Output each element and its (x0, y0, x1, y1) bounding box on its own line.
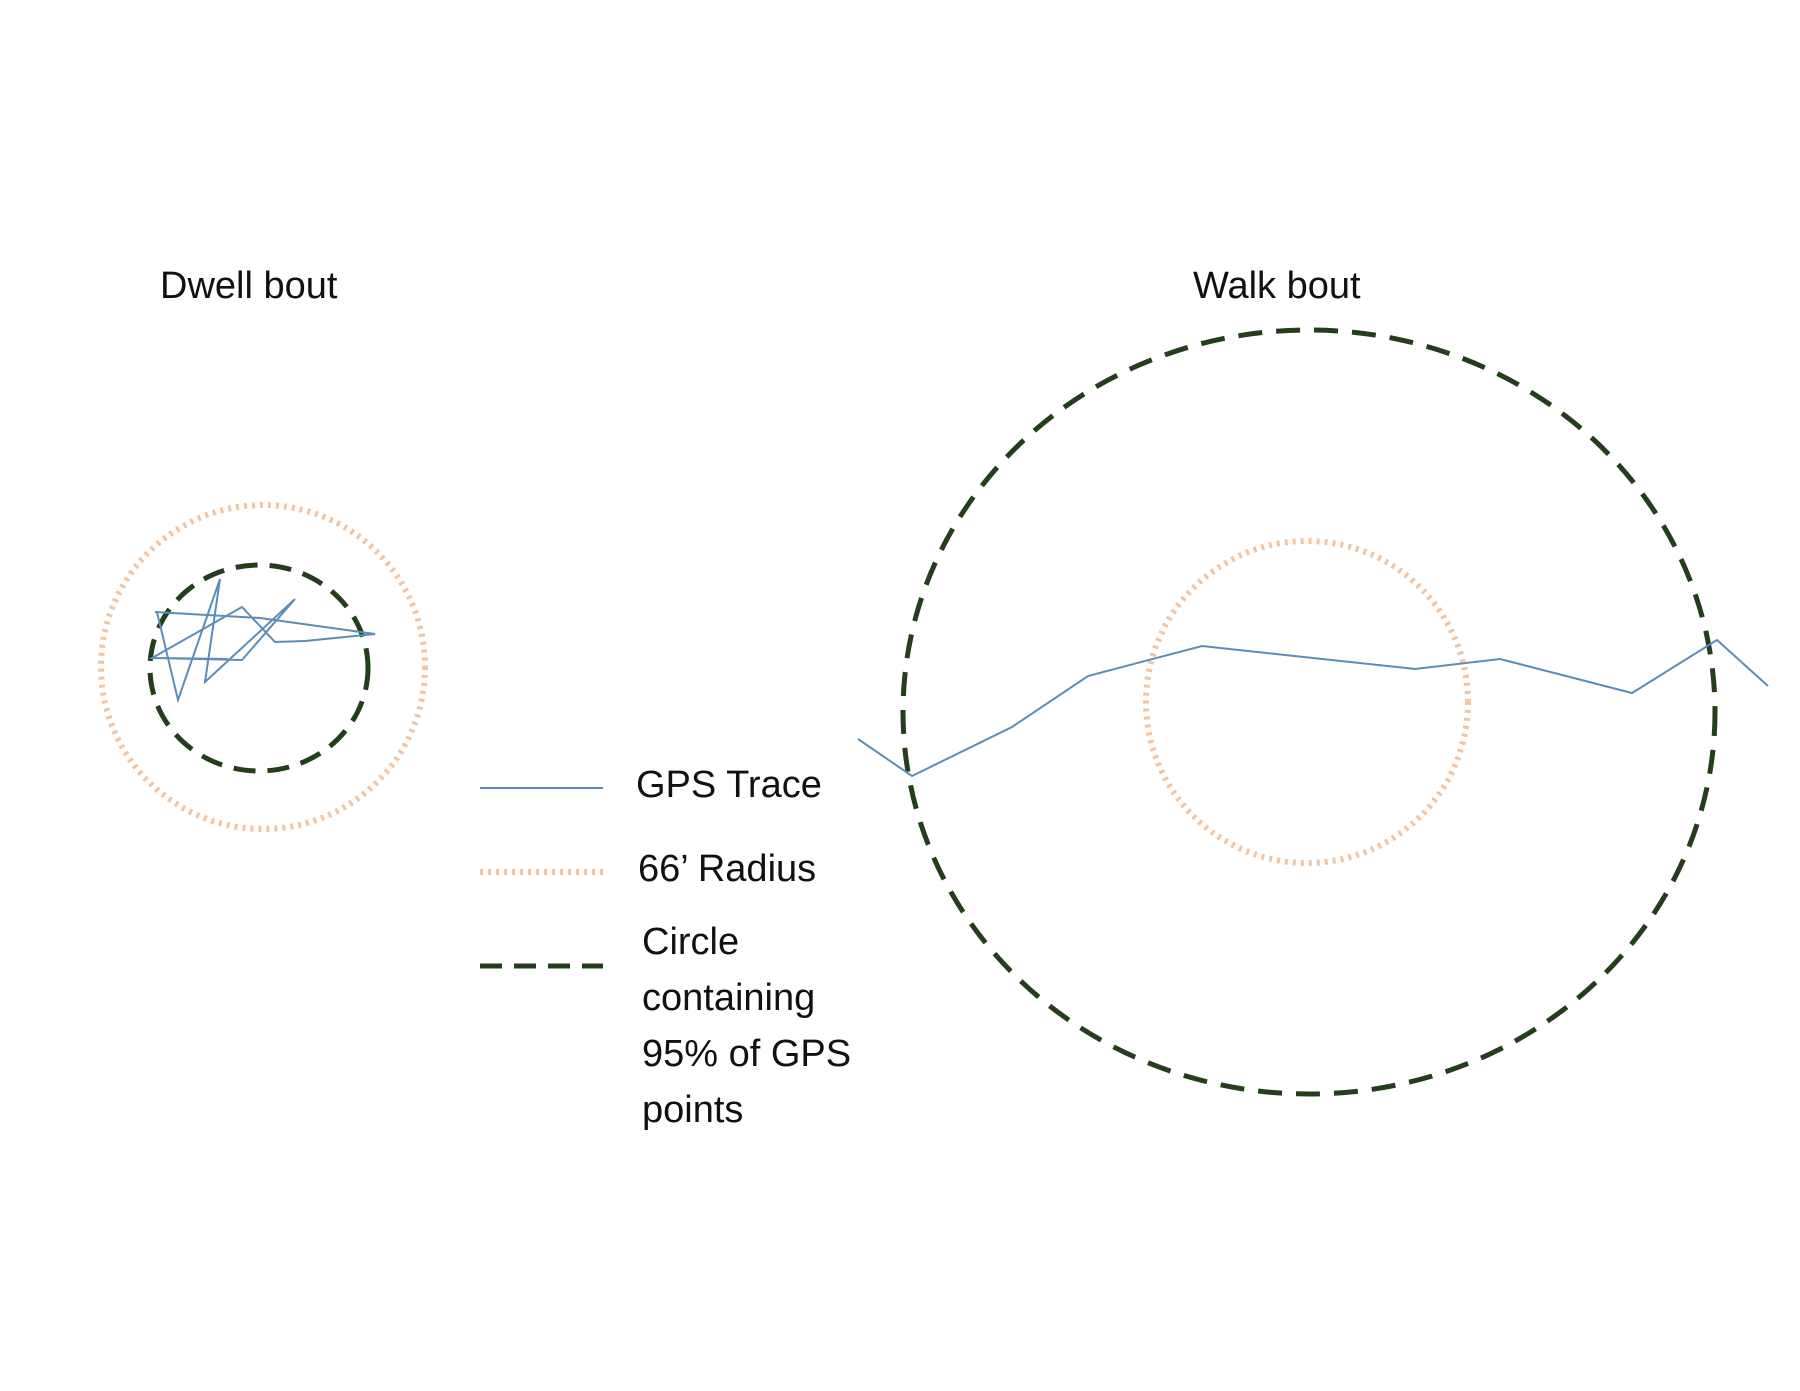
legend-radius-label: 66’ Radius (638, 848, 817, 890)
dwell-gps-trace (148, 578, 376, 704)
walk-gps-trace (857, 638, 1769, 778)
legend-95pct-circle-label: Circle containing 95% of GPS points (642, 921, 852, 1131)
walk-bout-title: Walk bout (1193, 265, 1361, 307)
walk-66ft-radius-circle (1143, 538, 1471, 866)
walk-bout-group (857, 327, 1769, 1097)
dwell-bout-group (98, 502, 428, 832)
legend (480, 787, 603, 969)
dwell-66ft-radius-circle (98, 502, 428, 832)
legend-gps-trace-label: GPS Trace (636, 764, 822, 806)
dwell-bout-title: Dwell bout (160, 265, 338, 307)
dwell-95pct-circle (147, 562, 371, 774)
walk-95pct-circle (900, 327, 1718, 1097)
